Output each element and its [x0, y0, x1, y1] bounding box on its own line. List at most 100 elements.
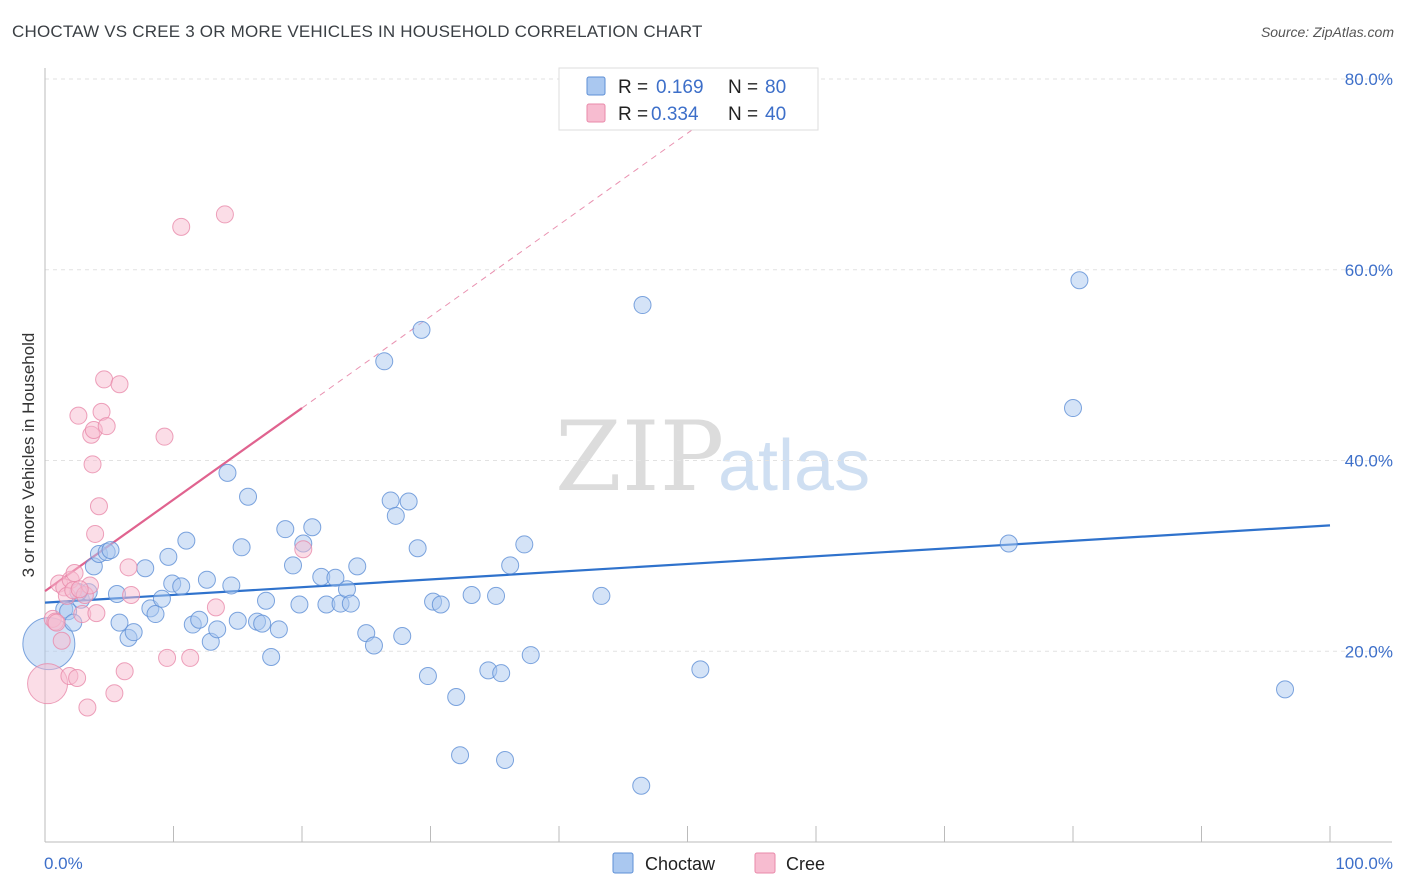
point-choctaw	[592, 586, 611, 605]
point-choctaw	[691, 660, 710, 679]
point-cree	[52, 631, 71, 650]
point-choctaw	[1276, 680, 1295, 699]
point-choctaw	[262, 647, 281, 666]
watermark-atlas: atlas	[718, 426, 870, 506]
point-choctaw	[633, 296, 652, 315]
legend-n-label-choctaw: N =	[728, 77, 758, 98]
trend-line-cree-extension	[301, 105, 727, 409]
point-choctaw	[146, 605, 165, 624]
point-choctaw	[386, 506, 405, 525]
point-cree	[172, 217, 191, 236]
point-choctaw	[399, 492, 418, 511]
point-choctaw	[136, 559, 155, 578]
point-choctaw	[496, 750, 515, 769]
point-choctaw	[521, 646, 540, 665]
point-choctaw	[218, 463, 237, 482]
point-choctaw	[326, 568, 345, 587]
point-choctaw	[451, 746, 470, 765]
point-choctaw	[408, 539, 427, 558]
point-choctaw	[348, 557, 367, 576]
point-choctaw	[381, 491, 400, 510]
series-legend-label-cree: Cree	[786, 854, 825, 874]
point-cree	[110, 375, 129, 394]
point-choctaw	[228, 611, 247, 630]
x-tick-label-max: 100.0%	[1335, 854, 1393, 873]
y-tick-label: 40.0%	[1345, 452, 1393, 471]
point-cree	[47, 613, 66, 632]
point-choctaw	[253, 614, 272, 633]
point-choctaw	[177, 531, 196, 550]
point-cree	[83, 455, 102, 474]
point-choctaw	[501, 556, 520, 575]
x-tick-label-min: 0.0%	[44, 854, 83, 873]
point-choctaw	[999, 534, 1018, 553]
point-choctaw	[197, 570, 216, 589]
source-label: Source: ZipAtlas.com	[1260, 24, 1394, 40]
point-cree	[115, 662, 134, 681]
point-choctaw	[269, 620, 288, 639]
point-choctaw	[222, 576, 241, 595]
legend-swatch-choctaw	[586, 76, 606, 96]
point-cree	[206, 598, 225, 617]
point-choctaw	[1064, 399, 1082, 418]
point-choctaw	[393, 626, 412, 645]
point-choctaw	[341, 594, 360, 613]
stats-legend: R = 0.169 N = 80 R = 0.334 N = 40	[558, 67, 819, 131]
point-choctaw	[159, 547, 178, 566]
point-cree	[181, 648, 200, 667]
trend-line-choctaw	[44, 524, 1331, 604]
chart-title: CHOCTAW VS CREE 3 OR MORE VEHICLES IN HO…	[12, 22, 703, 41]
series-legend-swatch-choctaw	[612, 852, 634, 874]
point-choctaw	[284, 556, 303, 575]
x-ticks	[44, 826, 1331, 842]
y-tick-label: 60.0%	[1345, 261, 1393, 280]
legend-r-value-cree: 0.334	[651, 104, 699, 125]
point-cree	[65, 564, 84, 583]
point-cree	[155, 427, 174, 446]
point-choctaw	[276, 520, 295, 539]
legend-n-value-cree: 40	[765, 104, 786, 125]
point-choctaw	[1070, 271, 1089, 290]
gridlines	[45, 78, 1392, 652]
point-choctaw	[418, 667, 437, 686]
point-choctaw	[462, 585, 481, 604]
point-choctaw	[364, 636, 383, 655]
trend-lines	[44, 105, 1331, 604]
point-choctaw	[303, 518, 322, 537]
legend-r-label-cree: R =	[618, 104, 648, 125]
point-choctaw	[110, 613, 129, 632]
legend-swatch-cree	[586, 103, 606, 123]
legend-n-label-cree: N =	[728, 104, 758, 125]
point-choctaw	[375, 352, 394, 371]
point-cree	[97, 417, 116, 436]
legend-n-value-choctaw: 80	[765, 77, 786, 98]
point-choctaw	[257, 591, 276, 610]
point-cree	[95, 370, 114, 389]
point-cree	[27, 663, 69, 705]
point-cree	[294, 540, 313, 559]
point-choctaw	[492, 664, 511, 683]
point-choctaw	[632, 776, 651, 795]
point-choctaw	[431, 595, 450, 614]
series-legend-swatch-cree	[754, 852, 776, 874]
point-cree	[105, 684, 124, 703]
legend-r-label-choctaw: R =	[618, 77, 648, 98]
y-axis-title: 3 or more Vehicles in Household	[19, 333, 38, 578]
point-cree	[69, 406, 88, 425]
point-choctaw	[172, 577, 191, 596]
point-cree	[68, 668, 87, 687]
point-cree	[158, 648, 177, 667]
point-choctaw	[208, 620, 227, 639]
point-cree	[87, 604, 106, 623]
point-choctaw	[101, 541, 120, 560]
legend-r-value-choctaw: 0.169	[656, 77, 704, 98]
series-legend: Choctaw Cree	[612, 852, 825, 874]
point-choctaw	[124, 623, 143, 642]
point-cree	[119, 558, 138, 577]
y-tick-label: 80.0%	[1345, 70, 1393, 89]
point-choctaw	[515, 535, 534, 554]
watermark: ZIP atlas	[555, 401, 870, 513]
point-cree	[86, 524, 105, 543]
point-choctaw	[412, 320, 431, 339]
